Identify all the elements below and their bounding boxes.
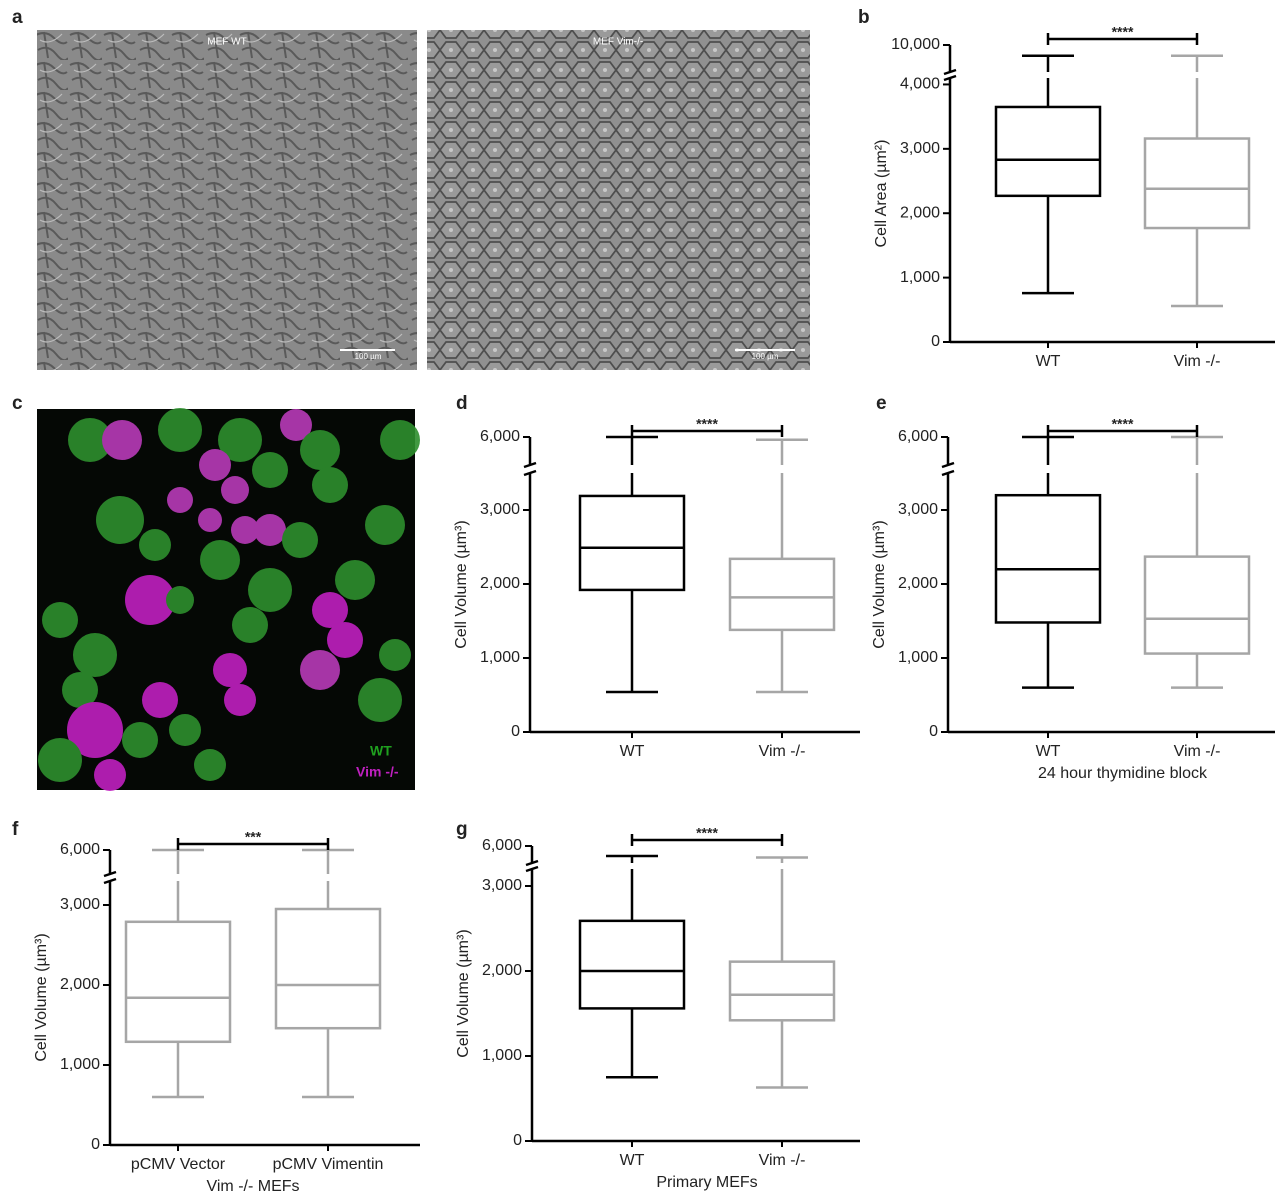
micrograph xyxy=(427,30,810,370)
panel-c: c WT Vim -/- xyxy=(12,393,420,791)
image-label: MEF WT xyxy=(207,37,246,48)
y-axis-label: Cell Volume (µm³) xyxy=(453,520,470,648)
y-tick-label: 3,000 xyxy=(482,877,522,894)
significance-label: **** xyxy=(1112,24,1134,40)
x-tick-label: Vim -/- xyxy=(1174,743,1221,760)
significance-label: *** xyxy=(245,829,262,845)
x-axis-label: Primary MEFs xyxy=(656,1174,757,1191)
axis-break-gap xyxy=(524,863,860,869)
y-tick-label: 4,000 xyxy=(900,76,940,93)
x-axis-label: Vim -/- MEFs xyxy=(206,1178,299,1195)
y-tick-label: 2,000 xyxy=(60,976,100,993)
y-tick-label: 6,000 xyxy=(480,428,520,445)
box xyxy=(274,907,382,1030)
x-tick-label: WT xyxy=(620,1152,645,1169)
box xyxy=(1143,137,1251,230)
y-tick-label: 1,000 xyxy=(898,649,938,666)
y-tick-label: 10,000 xyxy=(891,36,940,53)
legend-entry: Vim -/- xyxy=(356,764,399,780)
axis-break xyxy=(103,877,117,885)
y-axis-label: Cell Volume (µm³) xyxy=(33,933,50,1061)
panel-letter: a xyxy=(12,7,23,28)
y-tick-label: 0 xyxy=(91,1136,100,1153)
axis-break-gap xyxy=(940,465,1275,473)
y-tick-label: 6,000 xyxy=(60,841,100,858)
x-axis-label: 24 hour thymidine block xyxy=(1038,765,1208,782)
box xyxy=(578,494,686,592)
y-tick-label: 6,000 xyxy=(898,428,938,445)
y-tick-label: 3,000 xyxy=(898,501,938,518)
box xyxy=(994,105,1102,198)
y-tick-label: 1,000 xyxy=(482,1047,522,1064)
y-tick-label: 3,000 xyxy=(900,140,940,157)
y-tick-label: 0 xyxy=(513,1132,522,1149)
y-tick-label: 2,000 xyxy=(480,575,520,592)
cells xyxy=(38,408,420,791)
box xyxy=(578,919,686,1010)
box xyxy=(994,493,1102,624)
x-tick-label: Vim -/- xyxy=(1174,353,1221,370)
panel-letter: c xyxy=(12,393,23,414)
y-tick-label: 1,000 xyxy=(480,649,520,666)
scale-label: 100 µm xyxy=(355,352,382,361)
x-tick-label: Vim -/- xyxy=(759,743,806,760)
axis-break xyxy=(523,469,537,477)
y-axis-label: Cell Area (µm²) xyxy=(873,140,890,248)
axis-break xyxy=(525,859,539,867)
legend-entry: WT xyxy=(370,743,392,759)
significance-label: **** xyxy=(1112,416,1134,432)
y-tick-label: 3,000 xyxy=(60,896,100,913)
significance-label: **** xyxy=(696,416,718,432)
axis-break xyxy=(943,68,957,76)
axis-break xyxy=(525,865,539,873)
y-tick-label: 3,000 xyxy=(480,501,520,518)
box xyxy=(1143,555,1251,655)
image-label: MEF Vim-/- xyxy=(593,37,643,48)
box xyxy=(728,557,836,632)
x-tick-label: pCMV Vector xyxy=(131,1156,226,1173)
axis-break xyxy=(941,469,955,477)
box xyxy=(728,960,836,1022)
axis-break xyxy=(941,461,955,469)
axis-break-gap xyxy=(102,874,420,881)
y-tick-label: 0 xyxy=(929,723,938,740)
y-tick-label: 1,000 xyxy=(900,269,940,286)
chart: d WT Vim -/- 0 1,000 2,000 3,000 6,000 Cell Volu… xyxy=(453,393,860,760)
axis-break-gap xyxy=(522,465,860,473)
chart: g WT Vim -/- 0 1,000 2,000 3,000 6,000 Cell Volu… xyxy=(455,819,860,1191)
panel-a: a MEF WT MEF Vim-/- 100 µm 100 µm xyxy=(12,7,810,370)
chart: e WT Vim -/- 0 1,000 2,000 3,000 6,000 Cell Volu… xyxy=(871,393,1275,782)
x-tick-label: WT xyxy=(620,743,645,760)
y-axis-label: Cell Volume (µm³) xyxy=(455,929,472,1057)
micrograph xyxy=(37,30,417,370)
chart: b WT Vim -/- 0 1,000 2,000 3,000 4,000 10,000 Cel… xyxy=(858,7,1275,370)
y-axis-label: Cell Volume (µm³) xyxy=(871,520,888,648)
y-tick-label: 0 xyxy=(511,723,520,740)
box xyxy=(124,920,232,1044)
y-tick-label: 2,000 xyxy=(900,204,940,221)
y-tick-label: 2,000 xyxy=(898,575,938,592)
y-tick-label: 2,000 xyxy=(482,962,522,979)
significance-label: **** xyxy=(696,825,718,841)
axis-break-gap xyxy=(942,72,1275,78)
scale-label: 100 µm xyxy=(752,352,779,361)
axis-break xyxy=(523,461,537,469)
panel-letter: f xyxy=(12,819,19,840)
x-tick-label: Vim -/- xyxy=(759,1152,806,1169)
x-tick-label: pCMV Vimentin xyxy=(273,1156,384,1173)
axis-break xyxy=(943,74,957,82)
axis-break xyxy=(103,870,117,878)
panel-letter: g xyxy=(456,819,468,840)
y-tick-label: 1,000 xyxy=(60,1056,100,1073)
chart: f pCMV Vector pCMV Vimentin 0 1,000 2,000 3,00… xyxy=(12,819,420,1195)
y-tick-label: 0 xyxy=(931,333,940,350)
x-tick-label: WT xyxy=(1036,353,1061,370)
x-tick-label: WT xyxy=(1036,743,1061,760)
y-tick-label: 6,000 xyxy=(482,837,522,854)
panel-letter: e xyxy=(876,393,887,414)
panel-letter: b xyxy=(858,7,870,28)
panel-letter: d xyxy=(456,393,468,414)
